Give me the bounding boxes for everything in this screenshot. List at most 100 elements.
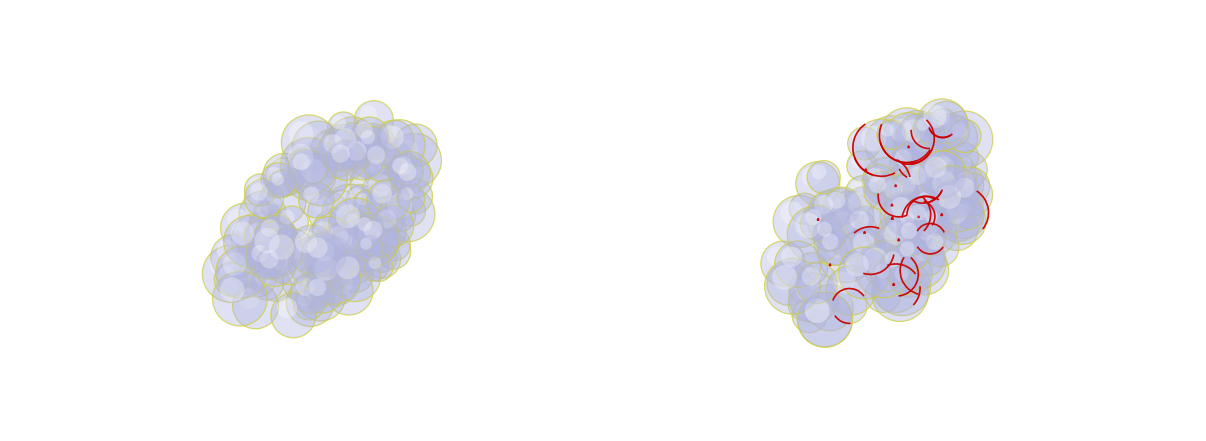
Circle shape bbox=[806, 299, 830, 323]
Circle shape bbox=[907, 197, 944, 233]
Circle shape bbox=[316, 153, 336, 173]
Circle shape bbox=[927, 194, 944, 210]
Circle shape bbox=[917, 99, 968, 150]
Circle shape bbox=[912, 201, 929, 217]
Circle shape bbox=[902, 196, 950, 245]
Circle shape bbox=[357, 217, 371, 232]
Circle shape bbox=[367, 140, 380, 153]
Circle shape bbox=[315, 260, 339, 283]
Circle shape bbox=[277, 298, 298, 318]
Circle shape bbox=[328, 227, 369, 267]
Circle shape bbox=[932, 172, 956, 196]
Circle shape bbox=[797, 302, 813, 318]
Circle shape bbox=[789, 193, 820, 224]
Circle shape bbox=[880, 191, 932, 243]
Circle shape bbox=[289, 153, 314, 177]
Circle shape bbox=[890, 119, 913, 142]
Circle shape bbox=[232, 213, 286, 266]
Circle shape bbox=[900, 180, 915, 195]
Circle shape bbox=[931, 156, 955, 179]
Circle shape bbox=[387, 151, 431, 194]
Circle shape bbox=[895, 113, 946, 164]
Circle shape bbox=[958, 202, 972, 216]
Circle shape bbox=[271, 173, 285, 186]
Circle shape bbox=[308, 241, 341, 275]
Circle shape bbox=[876, 264, 890, 278]
Circle shape bbox=[368, 225, 385, 242]
Circle shape bbox=[238, 258, 276, 297]
Circle shape bbox=[914, 189, 942, 218]
Circle shape bbox=[918, 175, 938, 196]
Circle shape bbox=[832, 288, 867, 323]
Circle shape bbox=[302, 232, 346, 277]
Circle shape bbox=[393, 158, 433, 198]
Circle shape bbox=[353, 220, 369, 235]
Circle shape bbox=[847, 151, 877, 181]
Circle shape bbox=[308, 254, 361, 306]
Circle shape bbox=[300, 155, 315, 170]
Circle shape bbox=[219, 277, 245, 302]
Circle shape bbox=[306, 250, 361, 304]
Circle shape bbox=[336, 256, 374, 292]
Circle shape bbox=[223, 252, 246, 276]
Circle shape bbox=[890, 145, 927, 182]
Circle shape bbox=[364, 221, 382, 239]
Circle shape bbox=[880, 257, 900, 277]
Circle shape bbox=[884, 251, 901, 267]
Circle shape bbox=[373, 184, 392, 204]
Circle shape bbox=[326, 190, 356, 220]
Circle shape bbox=[259, 179, 306, 225]
Circle shape bbox=[294, 231, 317, 253]
Circle shape bbox=[398, 163, 416, 181]
Circle shape bbox=[252, 245, 269, 262]
Circle shape bbox=[322, 184, 377, 240]
Circle shape bbox=[328, 112, 359, 143]
Circle shape bbox=[853, 232, 874, 254]
Polygon shape bbox=[818, 218, 819, 220]
Circle shape bbox=[882, 220, 900, 238]
Circle shape bbox=[256, 214, 295, 254]
Circle shape bbox=[371, 205, 414, 247]
Circle shape bbox=[302, 159, 326, 183]
Circle shape bbox=[948, 119, 980, 153]
Circle shape bbox=[818, 194, 842, 218]
Circle shape bbox=[772, 265, 797, 290]
Circle shape bbox=[868, 245, 890, 266]
Circle shape bbox=[853, 119, 911, 176]
Circle shape bbox=[892, 156, 932, 196]
Circle shape bbox=[357, 235, 384, 262]
Circle shape bbox=[329, 191, 355, 216]
Circle shape bbox=[761, 241, 806, 286]
Circle shape bbox=[788, 206, 844, 263]
Polygon shape bbox=[865, 168, 867, 170]
Circle shape bbox=[814, 195, 833, 214]
Circle shape bbox=[335, 217, 388, 272]
Circle shape bbox=[352, 136, 368, 152]
Circle shape bbox=[824, 216, 838, 231]
Circle shape bbox=[398, 179, 433, 214]
Circle shape bbox=[841, 186, 891, 237]
Circle shape bbox=[826, 233, 850, 258]
Circle shape bbox=[304, 274, 343, 313]
Circle shape bbox=[298, 292, 311, 306]
Circle shape bbox=[898, 124, 948, 174]
Circle shape bbox=[789, 288, 820, 321]
Circle shape bbox=[280, 210, 294, 225]
Circle shape bbox=[246, 241, 285, 279]
Circle shape bbox=[359, 251, 388, 281]
Circle shape bbox=[269, 235, 294, 260]
Circle shape bbox=[245, 174, 276, 206]
Circle shape bbox=[847, 227, 894, 274]
Circle shape bbox=[324, 266, 373, 315]
Circle shape bbox=[288, 121, 314, 146]
Circle shape bbox=[328, 123, 376, 170]
Circle shape bbox=[268, 170, 295, 198]
Circle shape bbox=[949, 173, 993, 217]
Circle shape bbox=[370, 202, 388, 220]
Circle shape bbox=[767, 262, 810, 305]
Circle shape bbox=[310, 129, 359, 178]
Circle shape bbox=[912, 210, 956, 255]
Circle shape bbox=[304, 187, 320, 202]
Circle shape bbox=[900, 241, 914, 256]
Circle shape bbox=[850, 179, 866, 195]
